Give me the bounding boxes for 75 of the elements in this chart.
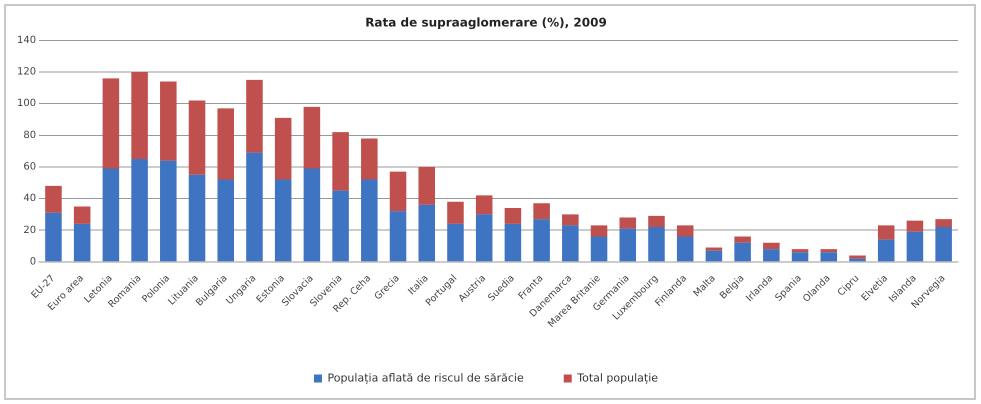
- bar: [820, 249, 838, 252]
- bar: [217, 108, 234, 180]
- bar: [878, 225, 894, 240]
- bar: [619, 228, 636, 262]
- bar: [533, 203, 550, 220]
- bar: [390, 172, 406, 212]
- bar: [102, 78, 120, 168]
- bar: [619, 218, 636, 229]
- bar: [792, 252, 808, 262]
- bar: [849, 255, 866, 259]
- bar: [878, 240, 894, 262]
- bar: [361, 180, 378, 262]
- bar: [131, 72, 148, 159]
- bar: [504, 224, 522, 262]
- bar: [792, 249, 808, 252]
- bar: [734, 236, 751, 243]
- y-tick-label: 120: [16, 66, 36, 78]
- bar: [906, 232, 924, 262]
- bar: [533, 219, 550, 262]
- bar: [935, 226, 952, 262]
- bar: [45, 212, 62, 262]
- bar: [188, 174, 206, 262]
- y-tick-label: 0: [30, 256, 36, 268]
- bar: [246, 80, 263, 153]
- bar: [676, 225, 694, 236]
- y-tick-label: 40: [23, 193, 36, 204]
- y-tick-label: 100: [16, 98, 36, 110]
- bar: [102, 168, 120, 262]
- y-tick-label: 140: [16, 34, 36, 46]
- bar: [131, 159, 148, 262]
- bar: [274, 180, 292, 262]
- bar: [906, 220, 924, 232]
- bar: [476, 214, 492, 262]
- bar: [849, 258, 866, 262]
- bar: [160, 82, 177, 161]
- y-tick-label: 80: [23, 130, 36, 141]
- bar: [734, 242, 751, 262]
- bar: [706, 248, 722, 251]
- bar: [706, 250, 722, 262]
- bar: [390, 211, 406, 262]
- bar: [45, 186, 62, 213]
- bar: [590, 236, 608, 262]
- bar: [361, 138, 378, 180]
- bar: [763, 242, 780, 250]
- bar: [562, 225, 579, 262]
- bar: [820, 252, 838, 262]
- bar: [188, 100, 206, 175]
- bar: [74, 206, 90, 224]
- bar: [935, 219, 952, 227]
- y-tick-label: 60: [23, 162, 36, 172]
- bar: [676, 236, 694, 262]
- bar: [304, 106, 320, 168]
- bar: [562, 214, 579, 226]
- bar: [217, 180, 234, 262]
- chart-title: Rata de supraaglomerare (%), 2009: [365, 15, 607, 30]
- bar: [447, 224, 464, 262]
- y-tick-label: 20: [23, 224, 36, 236]
- bar: [476, 195, 492, 214]
- bar: [648, 226, 665, 262]
- bar: [246, 152, 263, 262]
- legend-label: Populația aflată de riscul de sărăcie: [327, 371, 524, 384]
- bar: [418, 166, 436, 205]
- bar: [648, 216, 665, 227]
- bar: [504, 208, 522, 224]
- bar: [590, 225, 608, 236]
- bar: [304, 168, 320, 262]
- bar: [332, 132, 349, 191]
- bar: [418, 204, 436, 262]
- bar: [763, 249, 780, 262]
- legend-label: Total populație: [576, 371, 658, 384]
- bar: [160, 160, 177, 262]
- bar: [274, 118, 292, 180]
- bar: [447, 202, 464, 224]
- bar: [74, 224, 90, 262]
- bar: [332, 190, 349, 262]
